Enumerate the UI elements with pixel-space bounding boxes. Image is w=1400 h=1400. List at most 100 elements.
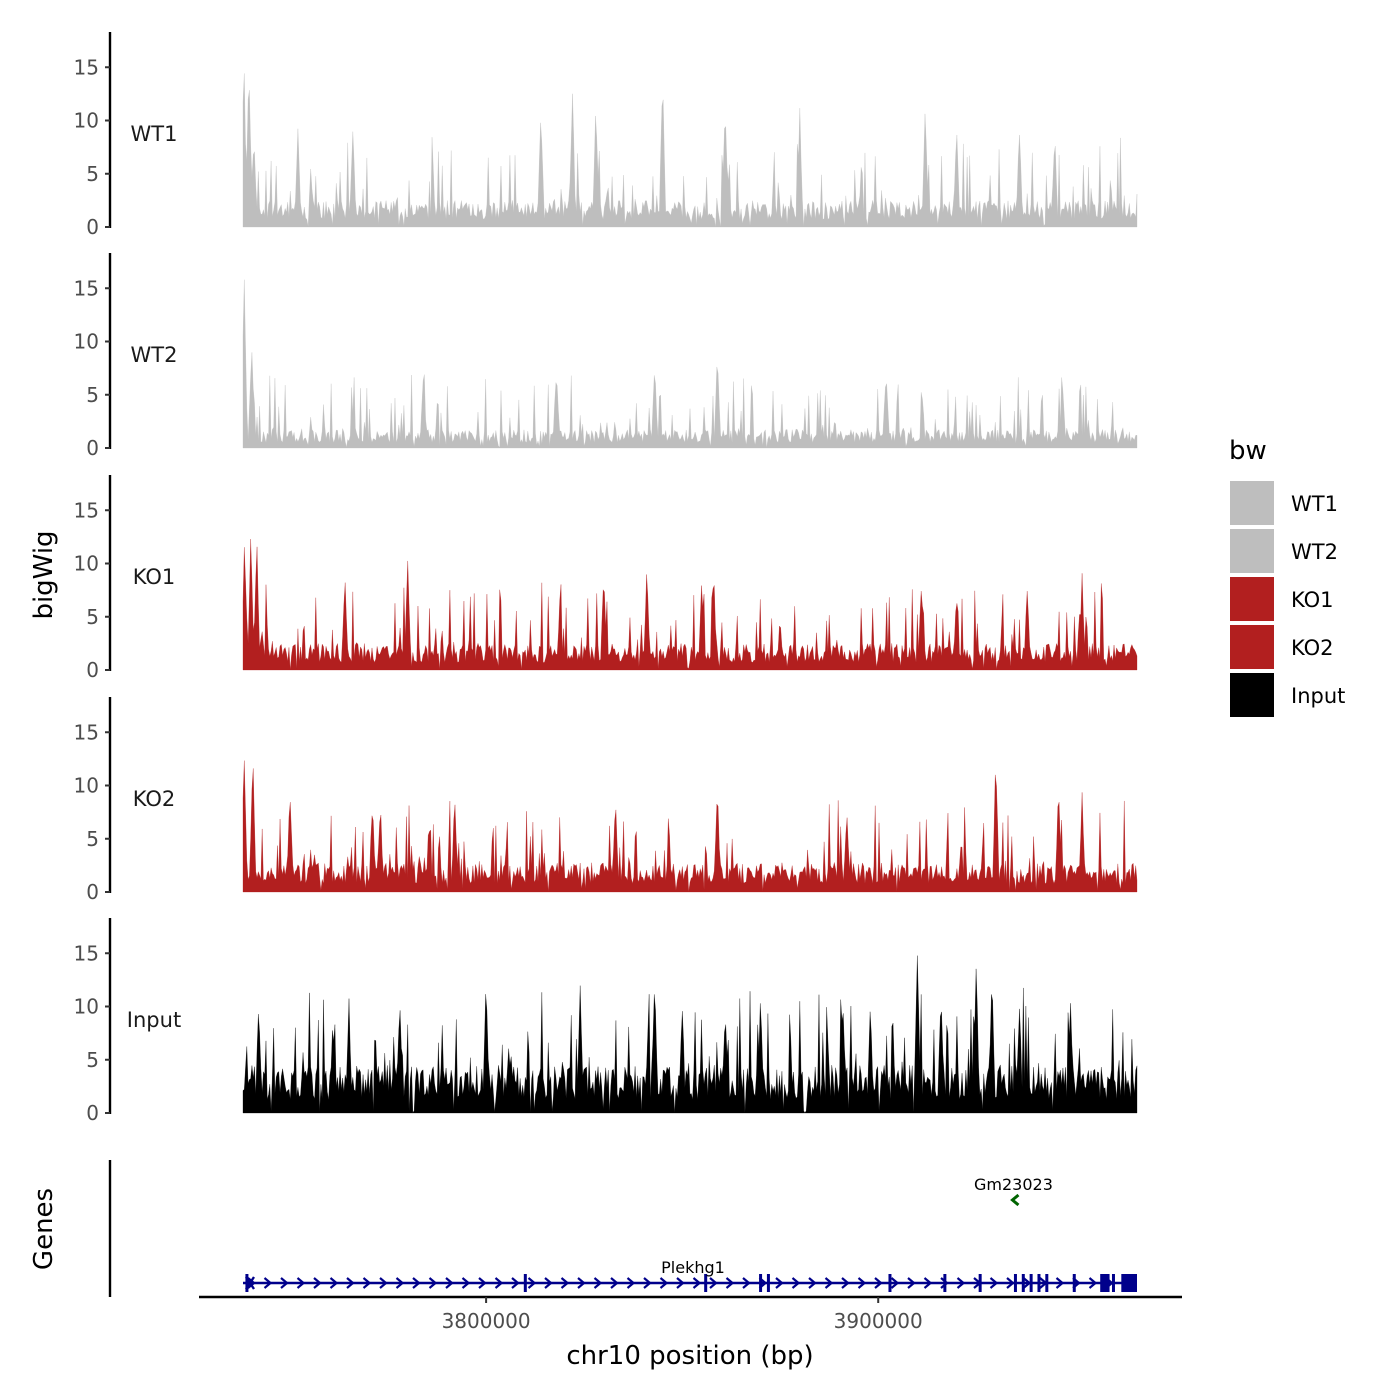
legend-key: [1230, 529, 1274, 573]
exon: [978, 1274, 982, 1292]
strand-arrow: [808, 1277, 817, 1289]
y-tick-label: 10: [74, 330, 99, 354]
exon: [1111, 1274, 1115, 1292]
exon: [1121, 1274, 1137, 1292]
legend-item-wt2: WT2: [1230, 529, 1338, 573]
y-tick-label: 0: [86, 658, 99, 682]
exon: [704, 1274, 708, 1292]
strand-arrow: [478, 1277, 487, 1289]
exon: [943, 1274, 947, 1292]
strand-arrow: [1055, 1277, 1065, 1289]
strand-arrow: [742, 1277, 751, 1289]
y-tick-label: 0: [86, 1101, 99, 1125]
strand-arrow: [709, 1277, 718, 1289]
strand-arrow: [1022, 1277, 1032, 1289]
strand-arrow: [659, 1277, 669, 1289]
strand-arrow: [643, 1277, 652, 1289]
y-tick-label: 10: [74, 774, 99, 798]
strand-arrow: [1088, 1277, 1098, 1289]
strand-arrow: [511, 1277, 520, 1289]
strand-arrow: [725, 1277, 735, 1289]
track-wt1: 0 5 10 15 WT1: [74, 32, 1138, 239]
strand-arrow: [527, 1277, 537, 1289]
y-tick-label: 5: [86, 162, 99, 186]
strand-arrow: [923, 1277, 933, 1289]
strand-arrow: [296, 1277, 306, 1289]
exon: [245, 1274, 249, 1292]
signal-area: [242, 279, 1138, 449]
strand-arrow: [593, 1277, 603, 1289]
legend-label: KO1: [1291, 588, 1334, 612]
exon: [523, 1274, 527, 1292]
strand-arrow: [791, 1277, 801, 1289]
x-tick-label: 3900000: [834, 1309, 923, 1333]
strand-arrow: [626, 1277, 636, 1289]
track-input: 0 5 10 15 Input: [74, 918, 1138, 1125]
strand-arrow: [560, 1277, 570, 1289]
y-tick-label: 10: [74, 109, 99, 133]
strand-arrow: [280, 1277, 289, 1289]
track-wt2: 0 5 10 15 WT2: [74, 253, 1138, 460]
strand-arrow: [461, 1277, 471, 1289]
strand-arrow: [329, 1277, 339, 1289]
strand-arrow: [428, 1277, 438, 1289]
signal-area: [242, 760, 1138, 893]
strand-arrow: [412, 1277, 421, 1289]
track-label: KO2: [133, 787, 176, 811]
strand-arrow: [445, 1277, 454, 1289]
y-tick-label: 15: [74, 276, 99, 300]
exon: [1072, 1274, 1076, 1292]
strand-arrow: [379, 1277, 388, 1289]
y-tick-label: 10: [74, 552, 99, 576]
y-axis-title: bigWig: [29, 530, 59, 619]
bigwig-tracks: 0 5 10 15 WT1 0 5 10 15 WT2 0 5 10 15 KO1 0 5 10 15 KO2 0 5 10…: [74, 32, 1138, 1125]
strand-arrow: [676, 1277, 685, 1289]
strand-arrow: [346, 1277, 355, 1289]
exon: [1021, 1274, 1025, 1292]
legend-item-wt1: WT1: [1230, 481, 1338, 525]
strand-arrow: [989, 1277, 999, 1289]
strand-arrow: [577, 1277, 586, 1289]
track-ko2: 0 5 10 15 KO2: [74, 697, 1138, 904]
exon: [888, 1274, 892, 1292]
strand-arrow: [395, 1277, 405, 1289]
track-label: WT2: [131, 343, 178, 367]
y-tick-label: 5: [86, 1048, 99, 1072]
exon: [1101, 1274, 1110, 1292]
strand-arrow: [1006, 1277, 1015, 1289]
exon: [1037, 1274, 1041, 1292]
x-tick-label: 3800000: [442, 1309, 531, 1333]
strand-arrow: [692, 1277, 702, 1289]
legend-item-ko1: KO1: [1230, 577, 1334, 621]
y-tick-label: 0: [86, 880, 99, 904]
signal-area: [242, 539, 1138, 671]
legend-item-input: Input: [1230, 673, 1345, 717]
strand-arrow: [263, 1277, 273, 1289]
strand-arrow: [362, 1277, 372, 1289]
strand-arrow: [1010, 1193, 1020, 1207]
signal-area: [242, 73, 1138, 228]
strand-arrow: [494, 1277, 504, 1289]
signal-area: [242, 955, 1138, 1114]
y-tick-label: 0: [86, 436, 99, 460]
gene-label: Gm23023: [974, 1175, 1053, 1194]
legend-label: WT1: [1291, 492, 1338, 516]
strand-arrow: [775, 1277, 784, 1289]
track-label: WT1: [131, 122, 178, 146]
strand-arrow: [610, 1277, 619, 1289]
strand-arrow: [940, 1277, 949, 1289]
exon: [759, 1274, 763, 1292]
legend-title: bw: [1229, 436, 1267, 466]
legend-label: Input: [1291, 684, 1345, 708]
legend-item-ko2: KO2: [1230, 625, 1334, 669]
legend: bw WT1 WT2 KO1 KO2 Input: [1229, 436, 1345, 717]
genes-axis-title: Genes: [29, 1188, 59, 1270]
strand-arrow: [544, 1277, 553, 1289]
strand-arrow: [857, 1277, 867, 1289]
y-tick-label: 15: [74, 55, 99, 79]
y-tick-label: 0: [86, 215, 99, 239]
exon: [1029, 1274, 1033, 1292]
y-tick-label: 15: [74, 498, 99, 522]
legend-label: KO2: [1291, 636, 1334, 660]
strand-arrow: [247, 1277, 256, 1289]
